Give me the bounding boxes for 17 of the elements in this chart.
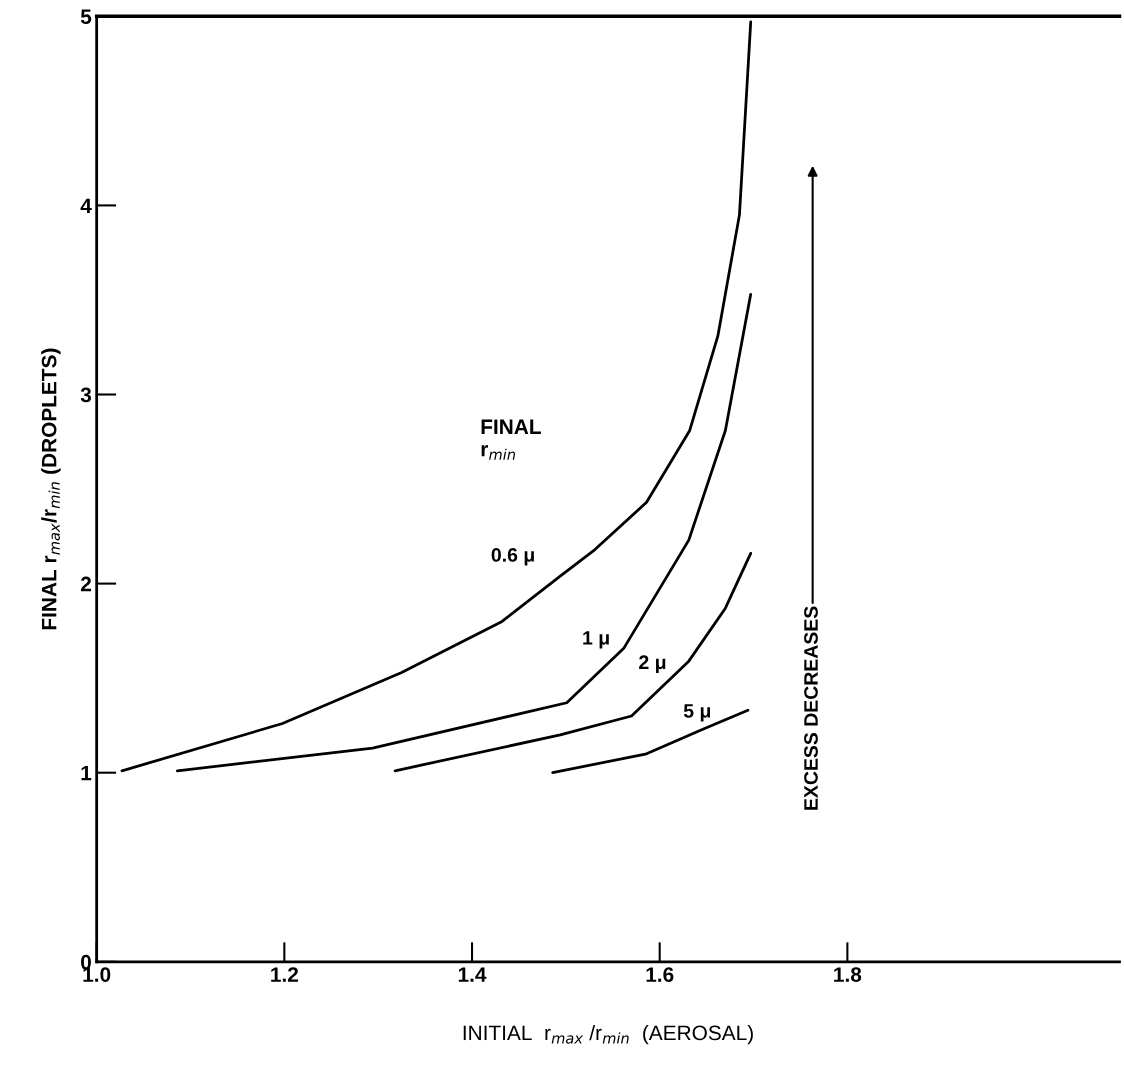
x-axis-title: INITIAL r$_{max}$ /r$_{min}$ (AEROSAL) — [463, 1024, 753, 1045]
series-label: 1 μ — [583, 631, 609, 649]
y-tick-label: 1 — [81, 765, 92, 781]
series-label: 2 μ — [639, 655, 666, 673]
series-label: 0.6 μ — [491, 548, 534, 566]
annotation: FINAL r$_{min}$ — [481, 419, 541, 460]
x-tick-label: 1.4 — [458, 967, 487, 982]
x-tick-label: 1.2 — [271, 967, 298, 982]
x-tick-label: 1.8 — [834, 967, 862, 982]
series-label: 5 μ — [683, 704, 711, 722]
y-tick-label: 5 — [80, 9, 92, 25]
annotation: EXCESS DECREASES — [804, 606, 818, 810]
y-axis-title: FINAL r$_{max}$/r$_{min}$ (DROPLETS) — [41, 348, 61, 630]
y-tick-label: 3 — [80, 387, 92, 403]
x-tick-label: 1.6 — [646, 967, 674, 982]
y-tick-label: 4 — [80, 198, 92, 213]
y-tick-label: 2 — [80, 576, 91, 592]
